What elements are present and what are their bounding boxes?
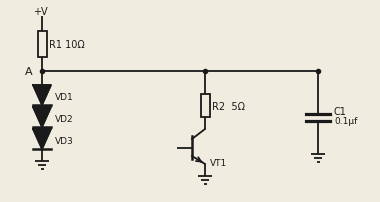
Text: VD1: VD1: [55, 93, 74, 102]
Text: A: A: [25, 67, 33, 77]
Text: 0.1μf: 0.1μf: [334, 116, 357, 125]
Polygon shape: [33, 129, 51, 149]
Text: VT1: VT1: [210, 158, 227, 167]
Bar: [201, 95, 209, 117]
Text: VD3: VD3: [55, 137, 74, 146]
Polygon shape: [33, 86, 51, 105]
Text: VD2: VD2: [55, 115, 74, 124]
Polygon shape: [33, 107, 51, 127]
Text: R2  5Ω: R2 5Ω: [212, 101, 245, 111]
Text: R1 10Ω: R1 10Ω: [49, 40, 85, 50]
Bar: [38, 32, 46, 58]
Text: C1: C1: [334, 106, 347, 116]
Text: +V: +V: [33, 7, 48, 17]
